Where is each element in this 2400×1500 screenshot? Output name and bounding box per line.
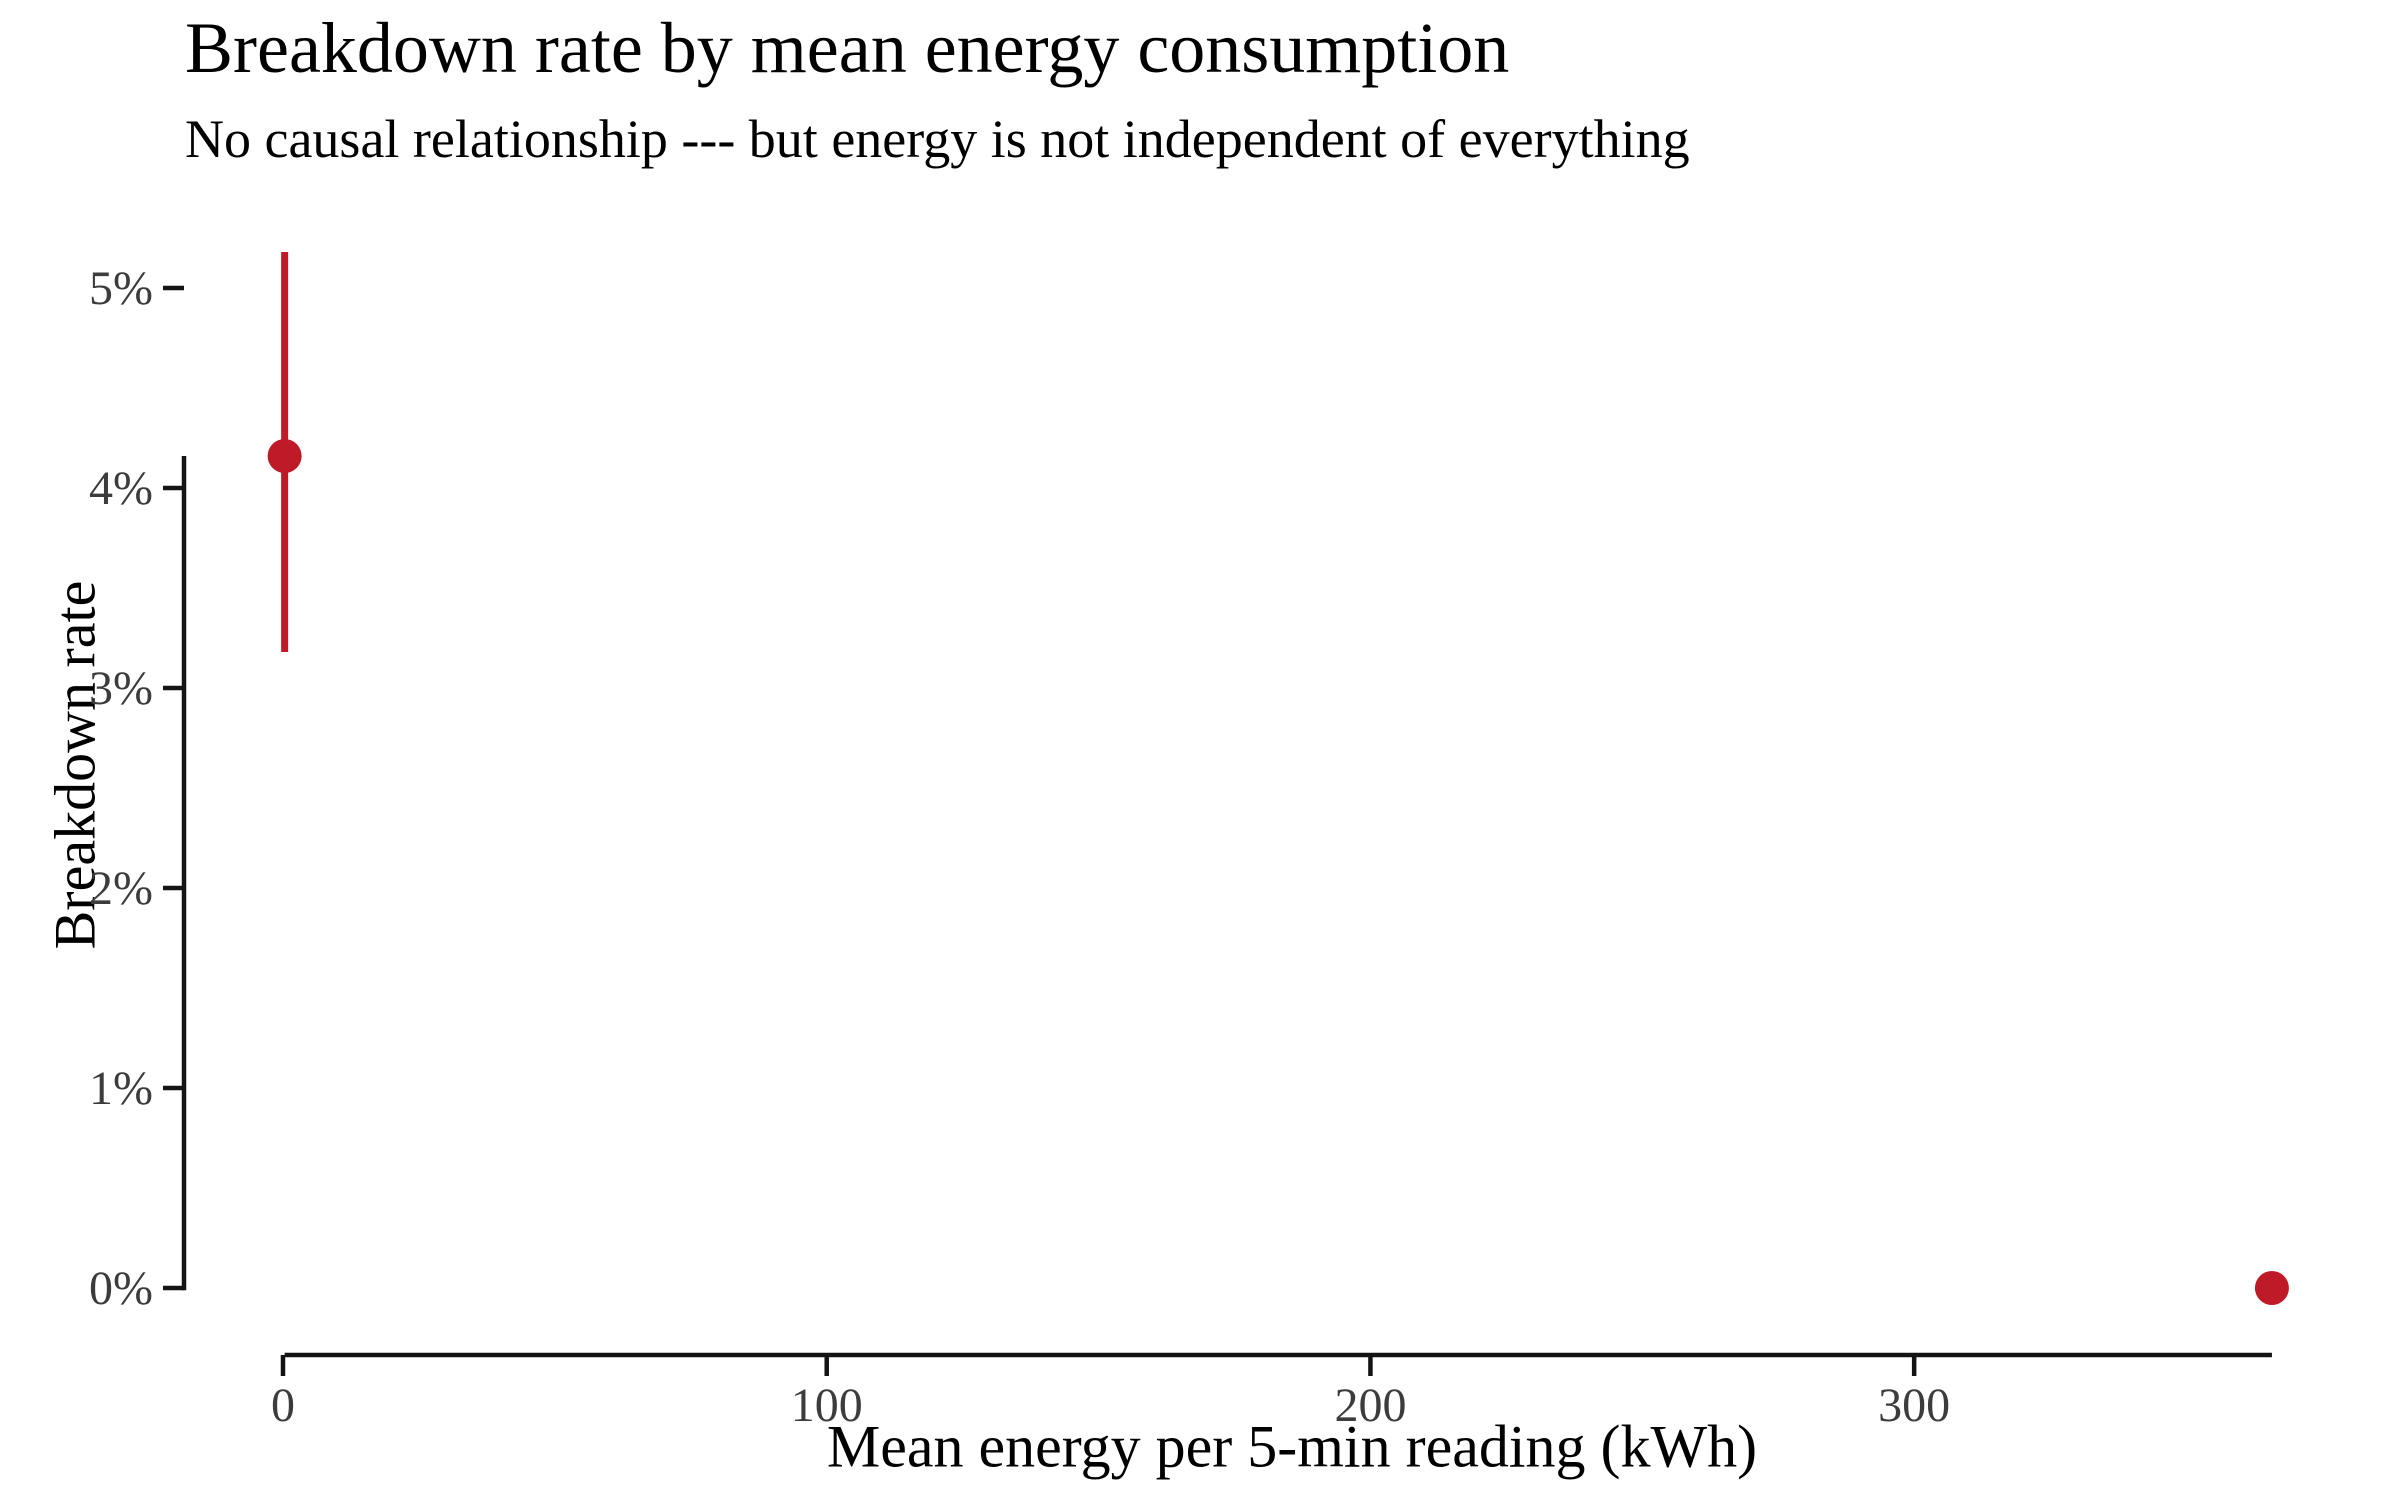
data-point [267,439,302,473]
chart-title: Breakdown rate by mean energy consumptio… [185,8,1510,88]
x-axis-title: Mean energy per 5-min reading (kWh) [826,1413,1758,1480]
x-axis-tick-label: 300 [1878,1379,1950,1432]
y-axis-tick-label: 1% [89,1062,153,1115]
y-axis-tick-label: 2% [89,862,153,915]
x-axis-tick-label: 200 [1334,1379,1406,1432]
y-axis-tick-label: 5% [89,262,153,315]
data-point [2254,1271,2289,1305]
x-axis-tick-label: 0 [271,1379,295,1432]
x-axis-tick-label: 100 [791,1379,863,1432]
y-axis-tick-label: 3% [89,662,153,715]
y-axis-tick-label: 4% [89,462,153,515]
y-axis-tick-label: 0% [89,1262,153,1315]
chart-subtitle: No causal relationship --- but energy is… [185,109,1690,169]
